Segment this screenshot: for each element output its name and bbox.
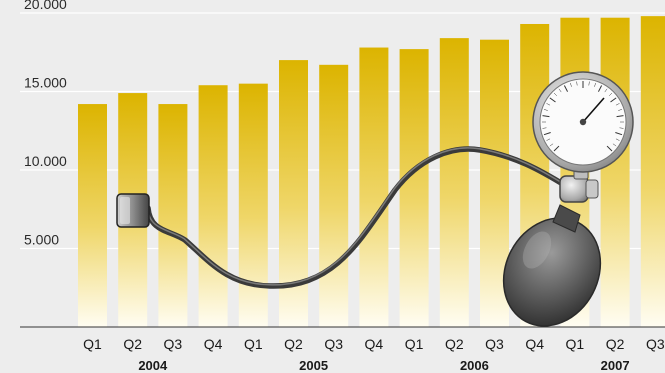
bar (600, 17, 630, 328)
y-tick-labels: 5.000 10.000 15.000 20.000 (24, 0, 67, 248)
bar (198, 85, 228, 327)
year-label: 2005 (299, 358, 328, 373)
x-tick-label: Q2 (123, 336, 142, 352)
x-tick-label: Q4 (525, 336, 544, 352)
bar (640, 16, 665, 327)
bar (158, 104, 188, 327)
gauge-tick (549, 97, 556, 103)
x-tick-label: Q3 (164, 336, 183, 352)
x-tick-label: Q1 (83, 336, 102, 352)
y-tick-label: 20.000 (24, 0, 67, 12)
gauge-tick (612, 143, 617, 147)
gauge-tick (546, 138, 551, 141)
gauge-tick (543, 132, 551, 136)
gauge-tick (588, 81, 590, 86)
x-tick-label: Q4 (204, 336, 223, 352)
gauge-tick (542, 115, 550, 118)
gauge-tick (615, 103, 620, 106)
gauge-tick (576, 81, 578, 86)
x-tick-label: Q1 (405, 336, 424, 352)
y-tick-label: 10.000 (24, 153, 67, 169)
x-tick-label: Q3 (485, 336, 504, 352)
bar (439, 38, 469, 328)
x-tick-label: Q2 (284, 336, 303, 352)
bar (319, 64, 349, 327)
gauge-tick (553, 145, 560, 152)
x-tick-label: Q1 (244, 336, 263, 352)
y-tick-label: 5.000 (24, 232, 59, 248)
gauge-ticks (542, 81, 624, 152)
x-tick-labels: Q1 Q2 Q3 Q4 Q1 Q2 Q3 Q4 Q1 Q2 Q3 Q4 Q1 Q2 Q3 (83, 336, 665, 352)
x-tick-label: Q4 (365, 336, 384, 352)
year-labels: 2004 2005 2006 2007 (138, 358, 629, 373)
year-label: 2007 (601, 358, 630, 373)
gauge-tick (610, 97, 617, 103)
bar (238, 83, 268, 328)
gauge-tick (606, 145, 613, 152)
gauge-tick (615, 132, 623, 136)
gauge-tick (563, 85, 569, 92)
gauge-tick (619, 127, 624, 129)
x-tick-label: Q1 (566, 336, 585, 352)
gauge-tick (597, 85, 603, 92)
x-tick-label: Q3 (646, 336, 665, 352)
gauge-tick (608, 92, 613, 97)
gauge-tick (549, 143, 554, 147)
sphygmomanometer-illustration (116, 71, 634, 327)
y-tick-label: 15.000 (24, 75, 67, 91)
gauge-tick (542, 127, 547, 129)
bar (399, 49, 429, 328)
gauge-tick (604, 88, 608, 93)
year-label: 2004 (138, 358, 168, 373)
gauge-tick (570, 82, 572, 87)
gauge-tick (558, 88, 562, 93)
gauge (532, 71, 634, 173)
gauge-needle (582, 97, 605, 123)
bar (78, 104, 107, 327)
gauge-tick (616, 115, 624, 118)
x-tick-label: Q2 (445, 336, 464, 352)
x-tick-label: Q2 (606, 336, 625, 352)
gauge-tick (546, 103, 551, 106)
gauge-tick (618, 109, 623, 111)
year-label: 2006 (460, 358, 489, 373)
x-tick-label: Q3 (324, 336, 343, 352)
gauge-tick (553, 92, 558, 97)
gauge-tick (594, 82, 596, 87)
bar (359, 47, 389, 327)
tube-highlight (146, 147, 566, 286)
bulb (502, 204, 602, 327)
gauge-tick (615, 138, 620, 141)
cuff-connector (116, 193, 150, 228)
gauge-tick (543, 109, 548, 111)
